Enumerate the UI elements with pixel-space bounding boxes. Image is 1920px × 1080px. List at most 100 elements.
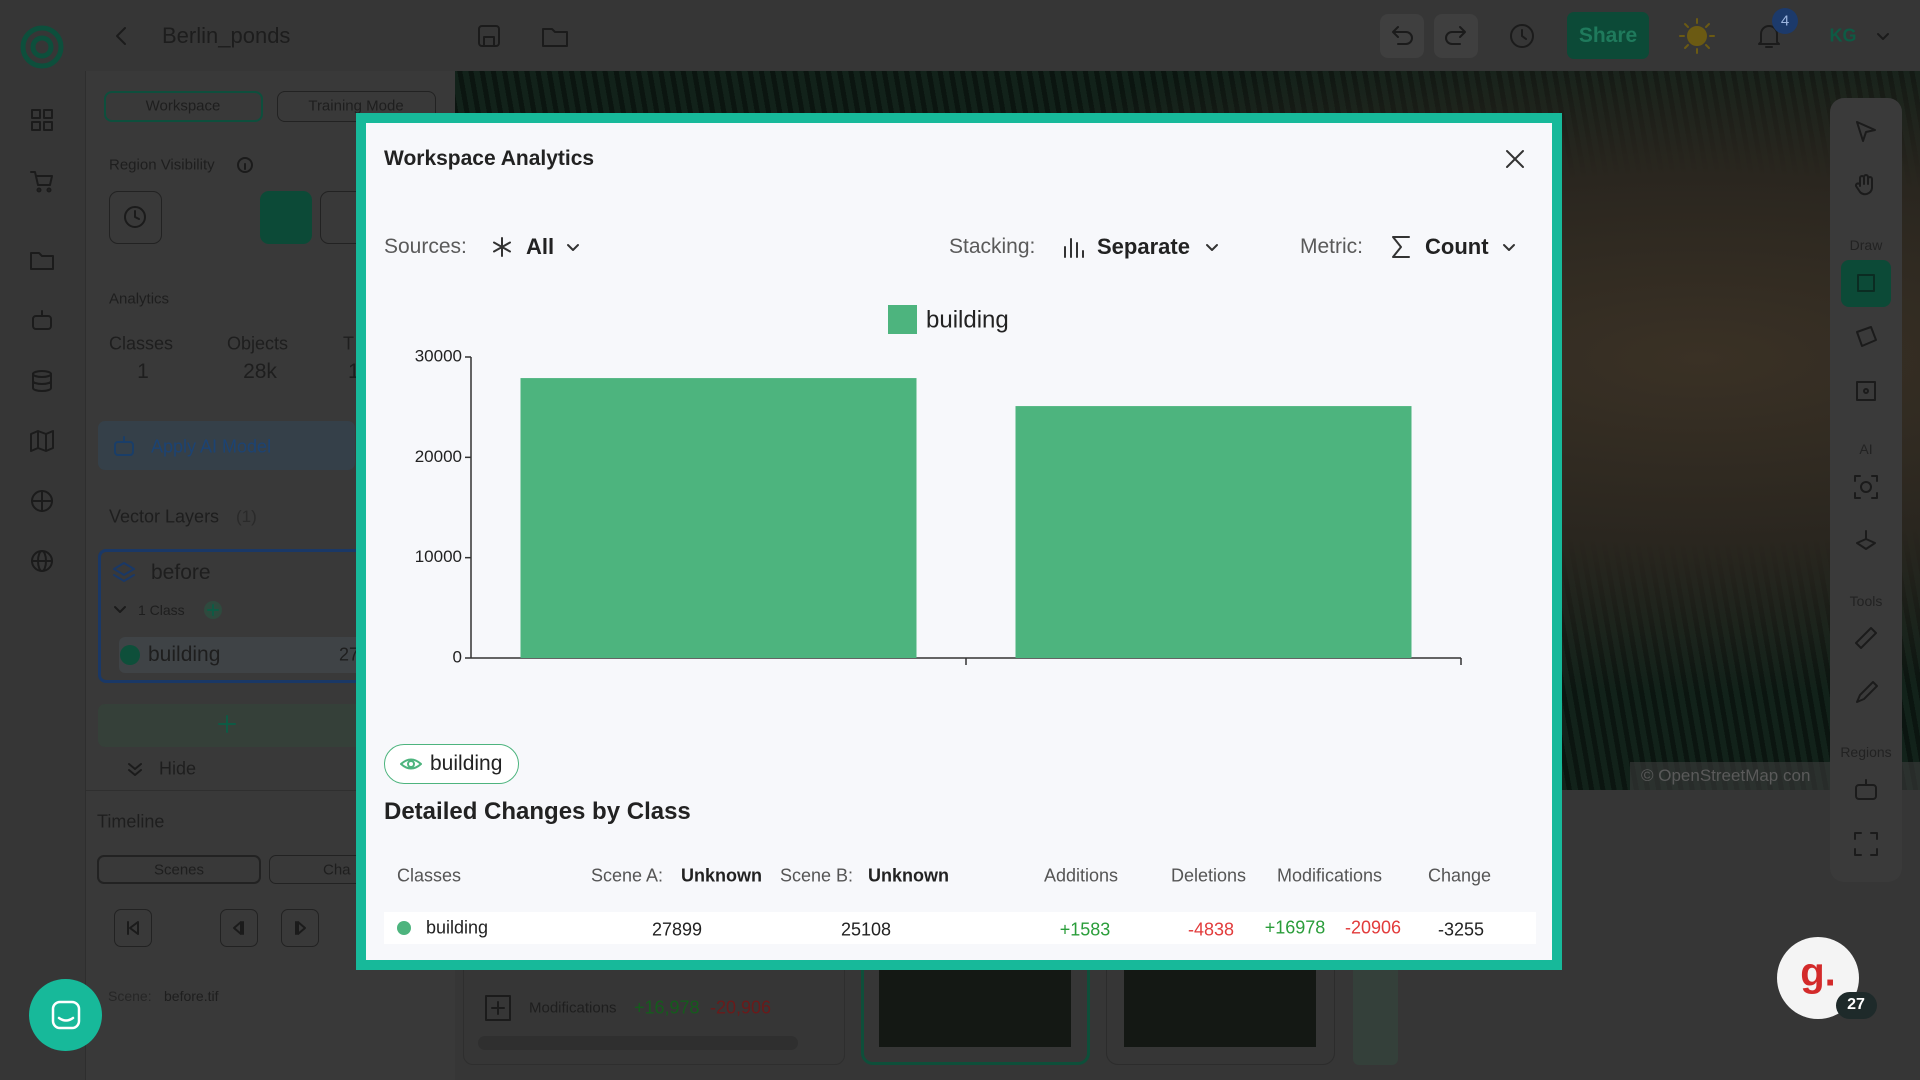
hide-button[interactable]: Hide — [159, 758, 197, 779]
sources-icon — [493, 237, 511, 257]
sources-dropdown[interactable]: All — [526, 234, 555, 259]
info-icon — [237, 157, 253, 173]
rectangle-icon — [1857, 274, 1875, 292]
control-label: Sources: — [384, 235, 467, 258]
theme-toggle[interactable] — [1677, 16, 1717, 56]
collapse-chevron[interactable] — [111, 601, 129, 619]
chat-icon — [51, 1000, 81, 1030]
class-chip-label: building — [430, 752, 503, 775]
stat-label: T — [343, 333, 354, 354]
hide-chevron — [128, 763, 142, 776]
save-button[interactable] — [475, 22, 503, 50]
fullscreen-button[interactable] — [260, 191, 312, 244]
table-cell: +16978 — [1264, 917, 1326, 938]
table-header: Unknown — [868, 865, 949, 886]
scene-label: Scene: — [108, 988, 152, 1004]
rail-dashboard[interactable] — [28, 106, 56, 134]
table-header: Deletions — [1171, 865, 1247, 886]
table-header: Scene B: — [780, 865, 854, 886]
bar — [520, 378, 917, 658]
stat-label: Classes — [109, 333, 174, 354]
support-logo: g. — [1800, 950, 1836, 995]
table-cell: 27899 — [651, 919, 703, 940]
rail-cart[interactable] — [28, 167, 56, 195]
layer-icon — [113, 562, 135, 582]
scrollbar[interactable] — [478, 1036, 798, 1050]
table-cell: -4838 — [1187, 919, 1235, 940]
layer-name: before — [151, 561, 211, 584]
toolbar-section: Regions — [1840, 744, 1892, 760]
ai-detect-tool[interactable] — [1851, 472, 1881, 502]
first-scene-button[interactable] — [114, 909, 152, 947]
rail-folder[interactable] — [28, 246, 56, 274]
support-badge-count: 27 — [1847, 996, 1865, 1013]
rail-robot[interactable] — [28, 307, 56, 335]
folder-button[interactable] — [540, 22, 570, 50]
redo-button[interactable] — [1434, 14, 1478, 58]
share-button[interactable] — [1567, 12, 1649, 59]
toolbar-section: AI — [1859, 441, 1873, 457]
vector-layers-count: (1) — [236, 507, 257, 526]
table-header: Additions — [1044, 865, 1119, 886]
add-layer-button[interactable] — [98, 704, 378, 747]
stacking-icon — [1064, 238, 1084, 258]
thumbnail-image — [879, 965, 1071, 1047]
stat-label: Objects — [227, 333, 289, 354]
undo-button[interactable] — [1380, 14, 1424, 58]
changes-tab-label: Cha — [323, 861, 351, 879]
rectangle-tool[interactable] — [1841, 260, 1891, 307]
brush-tool[interactable] — [1851, 678, 1881, 708]
class-color-dot — [120, 645, 140, 665]
timeline-title: Timeline — [97, 811, 165, 832]
history-button[interactable] — [1507, 21, 1537, 51]
scenes-tab-label: Scenes — [153, 861, 205, 879]
rail-database[interactable] — [28, 367, 56, 395]
metric-dropdown[interactable]: Count — [1425, 234, 1489, 259]
workspace-tab[interactable] — [104, 91, 263, 122]
back-button[interactable] — [110, 24, 134, 48]
select-tool[interactable] — [1851, 117, 1881, 147]
user-menu-chevron[interactable] — [1873, 26, 1893, 46]
fullscreen-tool[interactable] — [1851, 829, 1881, 859]
ai-segment-tool[interactable] — [1851, 527, 1881, 557]
class-chip[interactable] — [384, 744, 519, 784]
polygon-tool[interactable] — [1851, 322, 1881, 352]
rail-globe-grid[interactable] — [28, 487, 56, 515]
stacking-dropdown[interactable]: Separate — [1097, 234, 1190, 259]
prev-scene-button[interactable] — [220, 909, 258, 947]
undo-icon — [1392, 26, 1413, 45]
project-name: Berlin_ponds — [162, 23, 291, 48]
user-avatar[interactable]: KG — [1829, 25, 1857, 46]
timer-button[interactable] — [109, 191, 162, 244]
region-tool[interactable] — [1851, 775, 1881, 805]
next-scene-button[interactable] — [281, 909, 319, 947]
apply-ai-model-label: Apply AI Model — [151, 436, 272, 457]
right-toolbar — [1830, 98, 1902, 882]
apply-ai-model-button[interactable] — [98, 421, 355, 470]
class-object-count: 27 — [339, 644, 360, 665]
class-row[interactable] — [119, 637, 378, 673]
control-label: Stacking: — [949, 235, 1036, 258]
class-dot — [397, 921, 411, 935]
add-class-button[interactable] — [202, 599, 224, 621]
scene-name: before.tif — [164, 988, 219, 1004]
y-tick-label: 10000 — [415, 547, 462, 566]
dropdown-chevron — [1206, 244, 1218, 251]
timeline-scroll-handle[interactable] — [1353, 960, 1398, 1065]
rail-map[interactable] — [28, 427, 56, 455]
close-button[interactable] — [1502, 146, 1528, 172]
table-header: Scene A: — [591, 865, 664, 886]
pan-tool[interactable] — [1851, 170, 1881, 200]
notifications-button[interactable] — [1754, 21, 1784, 51]
first-icon — [127, 921, 139, 935]
table-cell: +1583 — [1059, 919, 1111, 940]
table-cell: -3255 — [1437, 919, 1485, 940]
table-cell: -20906 — [1344, 917, 1402, 938]
scenes-tab[interactable] — [97, 855, 261, 884]
edit-vertices-tool[interactable] — [1851, 376, 1881, 406]
control-label: Metric: — [1300, 235, 1363, 258]
rail-globe[interactable] — [28, 547, 56, 575]
chat-button[interactable] — [29, 979, 102, 1051]
measure-tool[interactable] — [1851, 623, 1881, 653]
